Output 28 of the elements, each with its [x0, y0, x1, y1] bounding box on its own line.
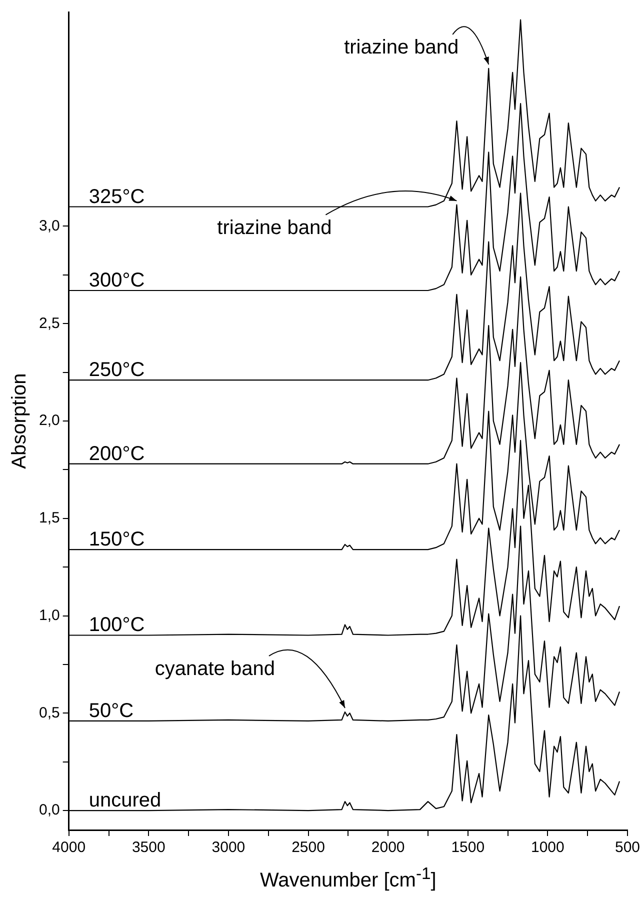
y-tick-label: 0,0: [38, 802, 60, 819]
y-tick-label: 3,0: [38, 217, 60, 234]
series-label: uncured: [88, 790, 162, 812]
x-tick-label: 3500: [132, 839, 166, 856]
series-label: 300°C: [88, 270, 145, 292]
series-label: 150°C: [88, 528, 145, 551]
series-label: 50°C: [88, 700, 134, 722]
x-tick-label: 3000: [212, 839, 246, 856]
annotation: triazine band: [217, 216, 332, 239]
x-axis-title: Wavenumber [cm$^{-1}$]: [260, 864, 436, 893]
y-tick-label: 1,5: [38, 510, 60, 527]
y-tick-label: 1,0: [38, 606, 60, 624]
x-tick-label: 1000: [530, 839, 564, 856]
annotation: cyanate band: [154, 658, 275, 680]
y-tick-label: 2,0: [38, 412, 60, 430]
x-tick-label: 2500: [292, 839, 325, 856]
x-tick-label: 500: [614, 839, 640, 856]
y-tick-label: 2,5: [38, 314, 60, 332]
x-tick-label: 4000: [52, 839, 86, 856]
series-label: 250°C: [88, 359, 145, 382]
series-label: 100°C: [88, 614, 145, 636]
x-tick-label: 1500: [451, 839, 485, 856]
series-label: 325°C: [88, 186, 145, 208]
annotation: triazine band: [344, 36, 459, 58]
series-label: 200°C: [88, 442, 145, 465]
y-axis-title: Absorption: [8, 373, 31, 469]
x-tick-label: 2000: [371, 839, 405, 856]
y-tick-label: 0,5: [38, 704, 60, 722]
